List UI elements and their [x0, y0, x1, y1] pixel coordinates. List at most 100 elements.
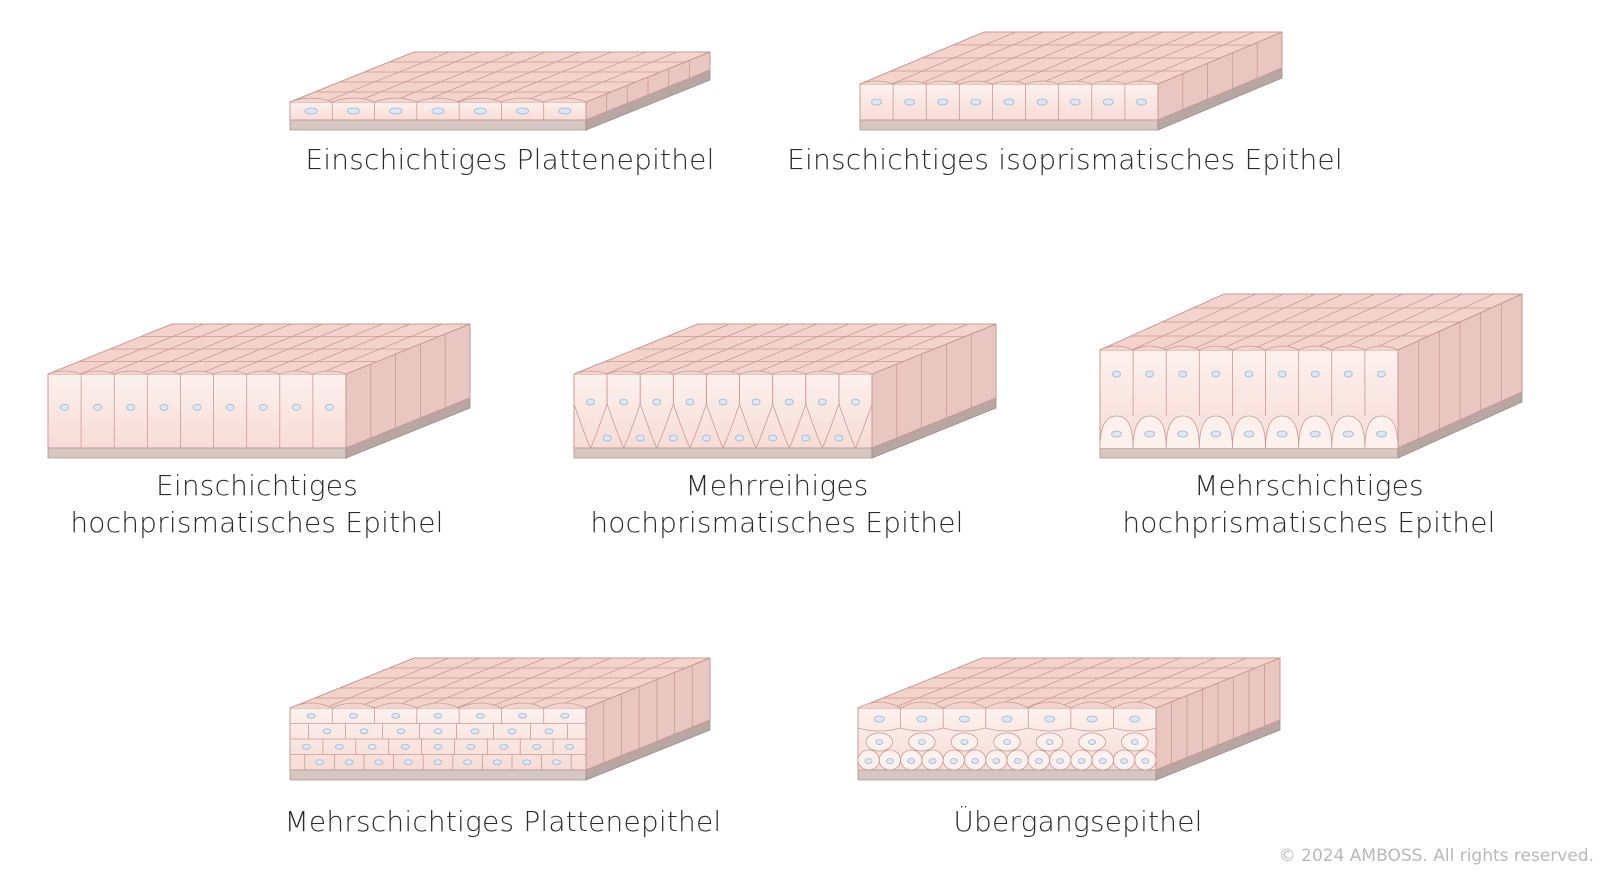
- cell-boundary: [1098, 31, 1223, 85]
- nucleus: [652, 398, 662, 406]
- cell-boundary: [1159, 293, 1284, 351]
- cell-apex: [374, 97, 417, 103]
- nucleus: [635, 434, 645, 442]
- nucleus: [349, 712, 358, 719]
- stratified-columnar-label: Mehrschichtiges hochprismatisches Epithe…: [1072, 467, 1546, 541]
- simple-cuboidal-label: Einschichtiges isoprismatisches Epithel: [780, 141, 1350, 178]
- nucleus: [404, 759, 413, 766]
- basement-membrane-front: [289, 119, 587, 131]
- nucleus: [93, 403, 103, 411]
- nucleus: [1144, 430, 1156, 438]
- cell-boundary: [959, 657, 1084, 709]
- cell-boundary: [286, 323, 411, 375]
- cell-boundary: [487, 657, 612, 709]
- nucleus: [886, 758, 894, 764]
- cell-apex: [1199, 345, 1233, 351]
- nucleus: [1210, 430, 1222, 438]
- cell-boundary: [606, 374, 641, 449]
- nucleus: [917, 739, 926, 745]
- nucleus: [873, 715, 885, 723]
- nucleus: [344, 759, 354, 766]
- nucleus: [306, 712, 316, 719]
- nucleus: [507, 728, 517, 735]
- nucleus: [668, 434, 678, 442]
- cell-boundary: [456, 51, 581, 103]
- cell-boundary: [979, 31, 1104, 85]
- label-line: Einschichtiges: [155, 469, 359, 502]
- cell-boundary: [665, 323, 790, 375]
- cell-boundary: [522, 657, 647, 709]
- nucleus: [1343, 370, 1353, 378]
- nucleus: [565, 743, 574, 750]
- nucleus: [433, 743, 443, 750]
- tissue-front-face: [573, 373, 873, 449]
- cell-boundary: [1250, 293, 1376, 351]
- cell-boundary: [693, 323, 818, 375]
- nucleus: [960, 739, 969, 745]
- nucleus: [702, 434, 711, 442]
- cell-boundary: [1091, 657, 1216, 709]
- nucleus: [949, 758, 958, 764]
- nucleus: [304, 107, 318, 115]
- nucleus: [1177, 430, 1189, 438]
- nucleus: [499, 743, 509, 750]
- nucleus: [718, 398, 728, 406]
- cell-boundary: [355, 657, 480, 709]
- cell-boundary: [605, 323, 730, 375]
- cell-boundary: [805, 374, 840, 449]
- cell-boundary: [919, 31, 1044, 85]
- cell-boundary: [167, 323, 292, 375]
- cell-apex: [926, 80, 960, 85]
- cell-boundary: [198, 323, 324, 375]
- umbrella-cell-base: [985, 727, 1029, 732]
- cell-boundary: [456, 657, 581, 709]
- cell-apex: [859, 80, 894, 85]
- nucleus: [1277, 370, 1287, 378]
- cell-boundary: [772, 374, 807, 449]
- cell-boundary: [1191, 293, 1316, 351]
- simple-columnar-label: Einschichtiges hochprismatisches Epithel: [20, 467, 494, 541]
- cell-apex: [458, 702, 502, 709]
- cell-boundary: [226, 323, 351, 375]
- nucleus: [315, 759, 325, 766]
- nucleus: [1145, 370, 1155, 378]
- cell-apex: [1331, 345, 1366, 351]
- cell-apex: [543, 97, 587, 103]
- cell-boundary: [1025, 657, 1150, 709]
- cell-boundary: [739, 374, 774, 449]
- nucleus: [1003, 98, 1015, 106]
- transitional-illustration: [857, 657, 1281, 781]
- nucleus: [916, 715, 928, 723]
- nucleus: [374, 759, 384, 766]
- cell-boundary: [390, 657, 515, 709]
- nucleus: [470, 728, 480, 735]
- nucleus: [937, 98, 949, 106]
- cell-apex: [739, 370, 773, 375]
- simple-squamous-panel: [289, 50, 712, 132]
- stratified-squamous-label: Mehrschichtiges Plattenepithel: [250, 803, 756, 840]
- cell-apex: [1058, 80, 1092, 85]
- nucleus: [551, 759, 561, 766]
- nucleus: [159, 403, 169, 411]
- simple-columnar-panel: [47, 323, 472, 460]
- cell-apex: [47, 370, 82, 375]
- label-line: hochprismatisches Epithel: [1122, 506, 1496, 539]
- cell-apex: [673, 370, 707, 375]
- nucleus: [751, 398, 761, 406]
- nucleus: [391, 712, 401, 719]
- cell-boundary: [844, 323, 969, 375]
- cell-apex: [246, 370, 280, 375]
- nucleus: [619, 398, 629, 406]
- cell-apex: [289, 97, 333, 103]
- cell-boundary: [1038, 31, 1163, 85]
- cell-apex: [416, 702, 460, 709]
- nucleus: [558, 107, 572, 115]
- nucleus: [1141, 758, 1150, 764]
- nucleus: [431, 107, 445, 115]
- cell-boundary: [573, 374, 608, 449]
- nucleus: [1310, 370, 1320, 378]
- cell-boundary: [812, 323, 937, 375]
- nucleus: [864, 758, 873, 764]
- cell-boundary: [633, 323, 758, 375]
- nucleus: [463, 759, 473, 766]
